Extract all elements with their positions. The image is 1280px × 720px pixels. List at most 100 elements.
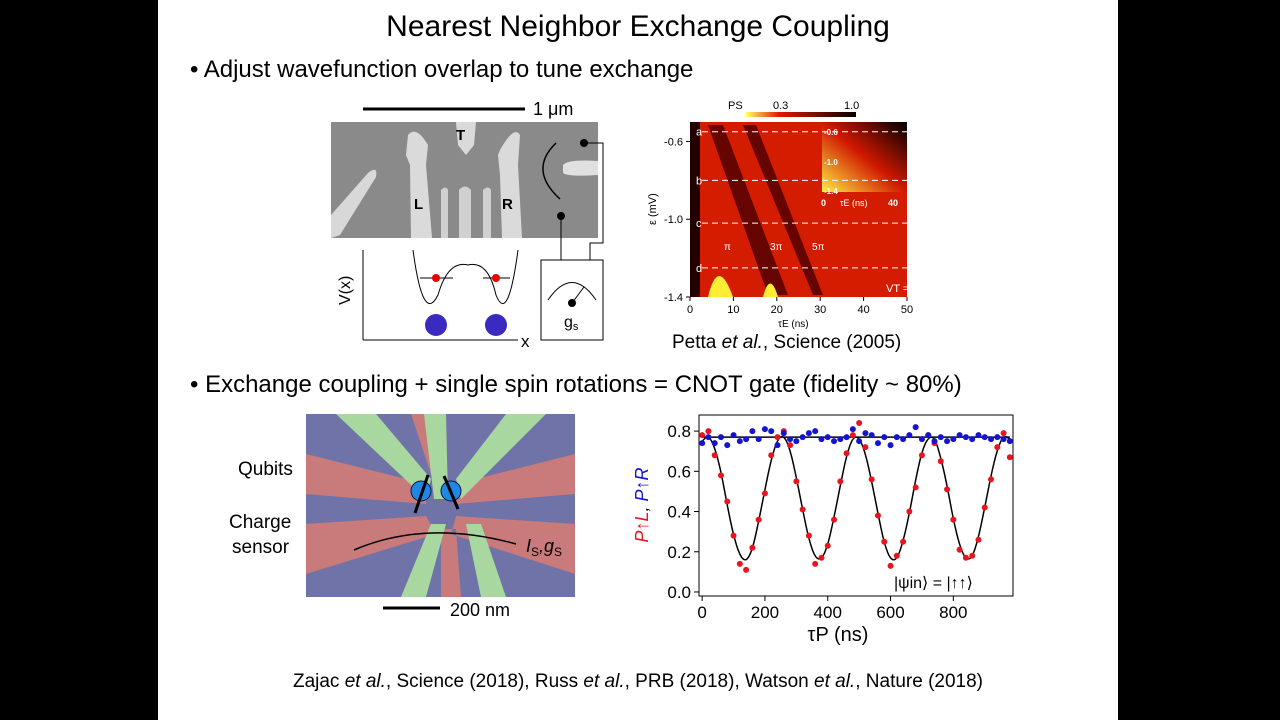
data-point-right-qubit xyxy=(824,434,831,441)
bottom-device-figure: IS,gS xyxy=(306,414,575,610)
data-point-left-qubit xyxy=(699,432,706,439)
data-point-left-qubit xyxy=(988,476,995,483)
data-point-right-qubit xyxy=(893,434,900,441)
x-axis-label: τP (ns) xyxy=(808,624,869,646)
inset-y-tick: -1.0 xyxy=(824,158,838,167)
y-tick-label: 0.8 xyxy=(667,422,691,441)
double-well-potential xyxy=(412,249,519,305)
green-gates xyxy=(336,414,546,597)
sensor-current-arrow xyxy=(353,532,517,551)
inset-x-tick: 40 xyxy=(888,198,898,208)
data-point-right-qubit xyxy=(956,432,963,439)
data-point-left-qubit xyxy=(849,432,856,439)
data-point-left-qubit xyxy=(837,478,844,485)
data-point-left-qubit xyxy=(862,444,869,451)
data-point-left-qubit xyxy=(881,538,888,545)
data-point-right-qubit xyxy=(950,436,957,443)
data-point-right-qubit xyxy=(711,440,718,447)
data-point-left-qubit xyxy=(975,536,982,543)
x-tick-label: 20 xyxy=(771,304,783,316)
data-point-right-qubit xyxy=(787,436,794,443)
data-point-right-qubit xyxy=(761,426,768,433)
data-point-right-qubit xyxy=(724,442,731,449)
electron-left xyxy=(432,274,440,282)
data-point-left-qubit xyxy=(956,546,963,553)
data-point-right-qubit xyxy=(856,438,863,445)
caption-petta: Petta et al., Science (2005) xyxy=(672,332,902,353)
data-point-right-qubit xyxy=(1006,438,1013,445)
pi-annotation: π xyxy=(724,242,731,253)
gate-label-T: T xyxy=(456,127,465,144)
data-point-left-qubit xyxy=(868,476,875,483)
y-axis-label: P↑L, P↑R xyxy=(632,467,652,542)
data-point-left-qubit xyxy=(918,452,925,459)
cut-label-c: c xyxy=(696,218,702,230)
data-point-left-qubit xyxy=(774,434,781,441)
data-point-left-qubit xyxy=(1006,454,1013,461)
qubits-label: Qubits xyxy=(238,459,293,480)
data-point-left-qubit xyxy=(944,486,951,493)
data-point-right-qubit xyxy=(818,436,825,443)
y-tick-label: 0.4 xyxy=(667,503,691,522)
y-tick-label: 0.2 xyxy=(667,543,691,562)
data-point-right-qubit xyxy=(736,438,743,445)
sem-gate-R xyxy=(498,132,522,238)
potential-xlabel: x xyxy=(521,332,530,350)
data-point-right-qubit xyxy=(925,432,932,439)
data-point-right-qubit xyxy=(868,432,875,439)
y-tick-label: -1.4 xyxy=(664,292,683,304)
data-point-right-qubit xyxy=(843,434,850,441)
data-point-left-qubit xyxy=(1000,430,1007,437)
data-point-left-qubit xyxy=(824,542,831,549)
data-point-right-qubit xyxy=(874,440,881,447)
data-point-left-qubit xyxy=(805,532,812,539)
inset-y-tick: -1.4 xyxy=(824,187,838,196)
x-tick-label: 10 xyxy=(727,304,739,316)
data-point-left-qubit xyxy=(831,516,838,523)
cut-label-b: b xyxy=(696,175,702,187)
sem-gate-T xyxy=(456,122,476,155)
data-point-right-qubit xyxy=(900,436,907,443)
sensor-current-label: IS,gS xyxy=(526,536,562,559)
charge-sensor-label-2: sensor xyxy=(232,537,290,558)
data-point-left-qubit xyxy=(761,490,768,497)
data-point-right-qubit xyxy=(975,432,982,439)
heatmap-dark-band xyxy=(708,125,823,295)
data-point-right-qubit xyxy=(1000,436,1007,443)
vt-annotation: VT = -840 mV xyxy=(886,283,938,295)
spin-down-arrow xyxy=(413,474,430,514)
data-point-right-qubit xyxy=(931,438,938,445)
data-point-left-qubit xyxy=(717,472,724,479)
spin-up-arrow xyxy=(442,475,460,510)
data-point-right-qubit xyxy=(849,426,856,433)
x-tick-label: 40 xyxy=(857,304,869,316)
cut-label-d: d xyxy=(696,263,702,275)
data-point-left-qubit xyxy=(874,512,881,519)
x-tick-label: 50 xyxy=(901,304,913,316)
top-device-figure: 1 μm T L R gs V(x) x xyxy=(331,99,604,350)
inset-x-tick: 0 xyxy=(821,198,826,208)
data-point-right-qubit xyxy=(981,434,988,441)
x-tick-label: 400 xyxy=(814,603,842,622)
colorbar-label: PS xyxy=(728,100,743,112)
inset-xlabel: τE (ns) xyxy=(840,198,868,208)
data-point-left-qubit xyxy=(755,516,762,523)
y-tick-label: 0.0 xyxy=(667,583,691,602)
meter-label: gs xyxy=(564,314,579,333)
data-point-right-qubit xyxy=(805,430,812,437)
data-point-left-qubit xyxy=(799,506,806,513)
data-point-right-qubit xyxy=(699,440,706,447)
fit-curve-left xyxy=(701,435,1011,561)
nuclei-left xyxy=(425,314,447,336)
data-point-left-qubit xyxy=(981,504,988,511)
data-point-right-qubit xyxy=(768,428,775,435)
3pi-annotation: 3π xyxy=(770,242,783,253)
x-tick-label: 0 xyxy=(687,304,693,316)
data-point-right-qubit xyxy=(837,436,844,443)
y-tick-label: -0.6 xyxy=(664,136,683,148)
sem-plunger-gates xyxy=(441,186,491,238)
data-point-left-qubit xyxy=(730,532,737,539)
data-point-left-qubit xyxy=(711,452,718,459)
data-point-left-qubit xyxy=(843,450,850,457)
colorbar xyxy=(746,112,856,117)
